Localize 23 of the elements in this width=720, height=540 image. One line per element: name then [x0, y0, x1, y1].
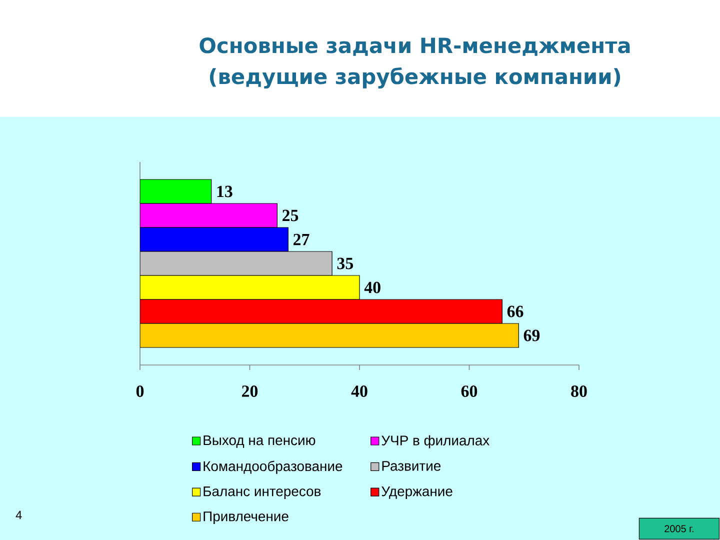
text: 4 [16, 510, 22, 520]
legend-label: Развитие [382, 461, 441, 471]
data-label: 35 [337, 258, 353, 270]
data-label: 69 [524, 330, 540, 342]
x-tick-label: 20 [242, 386, 258, 397]
data-label: 66 [507, 306, 524, 318]
legend-label: Привлечение [204, 512, 288, 524]
data-label: 13 [217, 186, 232, 198]
x-tick-label: 0 [136, 386, 144, 397]
chart-title: Основные задачи HR-менеджмента [200, 37, 630, 56]
legend-label: Командообразование [204, 460, 342, 474]
x-tick-label: 80 [571, 386, 587, 397]
legend-label: УЧР в филиалах [382, 435, 490, 448]
chart-subtitle: (ведущие зарубежные компании) [210, 67, 620, 89]
data-label: 27 [294, 234, 310, 246]
data-label: 25 [282, 210, 298, 222]
legend-label: Удержание [382, 486, 452, 499]
text: 2005 г. [664, 525, 694, 532]
x-tick-label: 60 [461, 386, 478, 397]
legend-label: Баланс интересов [204, 486, 321, 499]
legend-label: Выход на пенсию [204, 435, 316, 448]
data-label: 40 [364, 282, 380, 294]
x-tick-label: 40 [351, 386, 368, 397]
